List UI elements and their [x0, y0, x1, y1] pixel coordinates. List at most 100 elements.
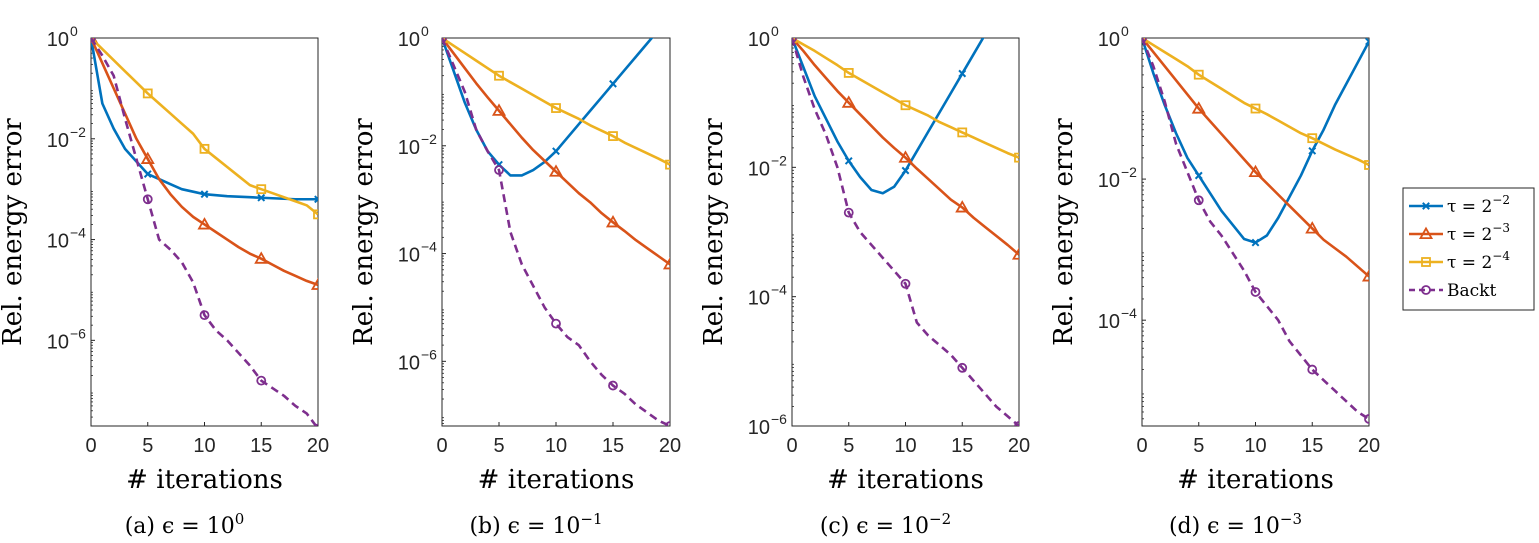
series-line-backt [792, 38, 1019, 426]
caption-text: (d) ϵ = 10 [1169, 514, 1280, 539]
series-line-backt [442, 38, 670, 426]
marker-backt [957, 362, 968, 373]
marker-tau_2m2 [1251, 238, 1260, 247]
y-tick-exponent: −6 [771, 411, 787, 427]
subfigure-caption: (a) ϵ = 100 [125, 510, 245, 539]
marker-tau_2m2 [1194, 171, 1203, 180]
marker-backt [843, 207, 854, 218]
x-tick-label: 15 [1301, 435, 1323, 457]
marker-tau_2m3 [1191, 101, 1206, 114]
marker-tau_2m4 [957, 127, 968, 138]
marker-tau_2m3 [140, 151, 155, 164]
y-tick-exponent: 0 [421, 23, 429, 39]
y-axis-label: Rel. energy error [1049, 118, 1079, 346]
series-line-backt [1142, 38, 1369, 421]
marker-tau_2m3 [197, 217, 212, 230]
subfigure-caption: (d) ϵ = 10−3 [1169, 510, 1302, 539]
legend-label-exponent: −3 [1492, 221, 1510, 235]
marker-tau_2m2 [552, 147, 560, 156]
y-tick-label: 10 [47, 231, 69, 253]
x-tick-label: 5 [843, 435, 854, 457]
legend-label-text: τ = 2 [1447, 253, 1492, 273]
x-axis-label: # iterations [478, 465, 635, 495]
y-tick-exponent: 0 [70, 23, 78, 39]
legend-label-exponent: −2 [1492, 193, 1510, 207]
marker-tau_2m2 [844, 156, 853, 165]
marker-tau_2m4 [843, 68, 854, 78]
marker-tau_2m4 [900, 100, 911, 111]
x-tick-label: 15 [602, 435, 624, 457]
y-tick-label: 10 [47, 29, 69, 51]
marker-backt [900, 278, 911, 289]
y-tick-label: 10 [748, 288, 770, 310]
series-line-tau_2m3 [1142, 38, 1369, 278]
marker-tau_2m4 [1193, 69, 1204, 80]
y-tick-exponent: −2 [70, 124, 86, 140]
x-tick-label: 20 [1008, 435, 1030, 457]
marker-tau_2m4 [1364, 160, 1369, 170]
caption-exponent: 0 [235, 510, 245, 528]
marker-tau_2m3 [841, 95, 856, 108]
x-tick-label: 5 [493, 435, 504, 457]
y-axis-label: Rel. energy error [0, 118, 28, 346]
legend-label-text: τ = 2 [1447, 225, 1492, 245]
y-tick-exponent: −2 [771, 152, 787, 168]
marker-tau_2m4 [142, 88, 153, 99]
series-line-tau_2m3 [442, 38, 670, 266]
series-group [91, 38, 318, 426]
plot-box [441, 37, 671, 427]
x-tick-label: 0 [1136, 435, 1147, 457]
x-tick-label: 15 [250, 435, 272, 457]
series-line-tau_2m2 [792, 38, 985, 195]
caption-text: (c) ϵ = 10 [820, 514, 929, 539]
marker-tau_2m3 [898, 150, 913, 163]
x-tick-label: 10 [1244, 435, 1266, 457]
marker-backt [256, 375, 267, 386]
legend-marker-tau_2m3 [1418, 226, 1434, 240]
plot-box [1141, 37, 1370, 427]
legend-label-backt: Backt [1447, 281, 1496, 301]
x-tick-label: 0 [436, 435, 447, 457]
legend-marker-backt [1421, 285, 1431, 295]
marker-backt [1364, 414, 1369, 424]
marker-tau_2m4 [1307, 133, 1318, 144]
y-tick-label: 10 [47, 130, 69, 152]
marker-tau_2m2 [1365, 38, 1369, 46]
series-line-tau_2m4 [442, 38, 670, 166]
subfigure-caption: (c) ϵ = 10−2 [820, 510, 951, 539]
subfigure-caption: (b) ϵ = 10−1 [469, 510, 602, 539]
legend-label-exponent: −4 [1492, 249, 1510, 263]
x-tick-label: 5 [142, 435, 153, 457]
series-line-tau_2m4 [91, 38, 318, 216]
y-axis-label: Rel. energy error [699, 118, 729, 346]
y-tick-exponent: 0 [771, 23, 779, 39]
x-tick-label: 10 [193, 435, 215, 457]
series-line-tau_2m3 [792, 38, 1019, 256]
x-tick-label: 20 [307, 435, 329, 457]
plot-box [90, 37, 319, 427]
marker-tau_2m3 [605, 214, 621, 228]
legend-label-text: τ = 2 [1447, 197, 1492, 217]
marker-tau_2m2 [901, 166, 910, 175]
marker-tau_2m2 [200, 190, 209, 199]
marker-tau_2m3 [1305, 221, 1320, 234]
y-tick-label: 10 [398, 29, 420, 51]
marker-tau_2m3 [955, 200, 970, 213]
y-tick-label: 10 [748, 158, 770, 180]
series-line-tau_2m3 [91, 38, 318, 287]
marker-backt [142, 194, 153, 205]
marker-tau_2m2 [1308, 146, 1317, 155]
marker-tau_2m4 [313, 209, 318, 220]
y-tick-label: 10 [1098, 29, 1120, 51]
caption-exponent: −2 [929, 510, 951, 528]
marker-tau_2m2 [143, 170, 152, 178]
series-line-backt [91, 38, 318, 426]
marker-backt [551, 318, 561, 329]
x-tick-label: 0 [786, 435, 797, 457]
marker-tau_2m4 [1250, 103, 1261, 114]
marker-tau_2m2 [257, 193, 266, 202]
